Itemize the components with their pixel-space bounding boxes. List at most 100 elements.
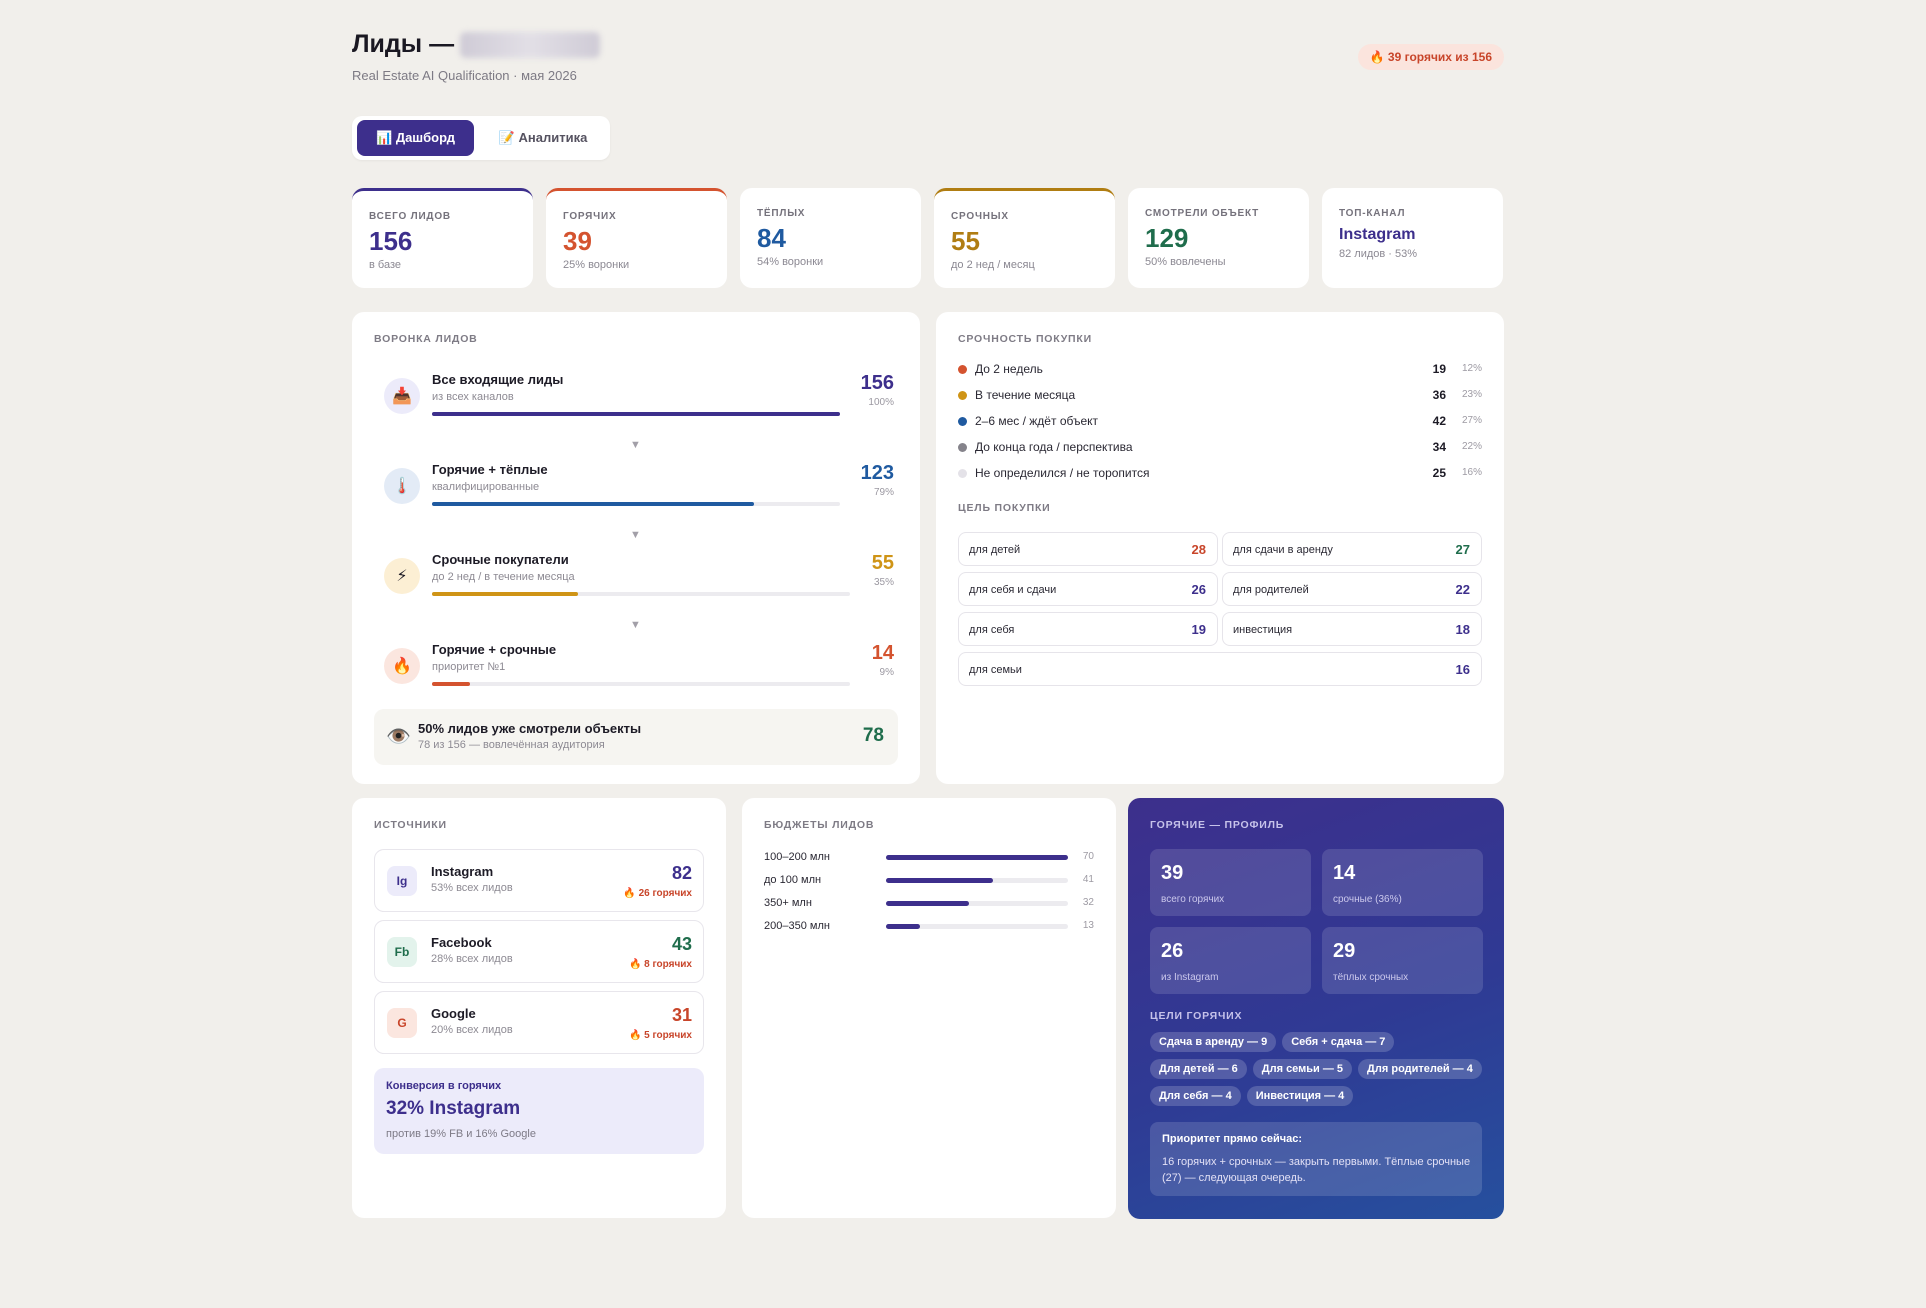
urgency-row: 2–6 мес / ждёт объект 42 27% xyxy=(958,412,1482,432)
hot-goal-chip: Для родителей — 4 xyxy=(1358,1059,1482,1079)
urgency-dot xyxy=(958,469,967,478)
kpi-value: 39 xyxy=(563,226,592,256)
source-value: 82 xyxy=(671,863,692,883)
urgency-label: Не определился / не торопится xyxy=(975,466,1150,480)
kpi-card: ТЁПЛЫХ 84 54% воронки xyxy=(740,188,921,288)
kpi-label: ГОРЯЧИХ xyxy=(563,211,617,222)
funnel-step-title: Горячие + тёплые xyxy=(432,462,548,477)
source-sub: 28% всех лидов xyxy=(431,953,513,965)
hot-stat-value: 29 xyxy=(1333,940,1356,962)
kpi-sub: 82 лидов · 53% xyxy=(1339,247,1418,260)
goal-item: для родителей 22 xyxy=(1222,572,1482,606)
urgency-pct: 27% xyxy=(1461,415,1482,426)
urgency-row: В течение месяца 36 23% xyxy=(958,386,1482,406)
hot-stat-label: срочные (36%) xyxy=(1333,894,1402,905)
source-sub: 53% всех лидов xyxy=(431,882,513,894)
funnel-step-bar xyxy=(432,502,840,506)
urgency-label: В течение месяца xyxy=(975,388,1076,402)
funnel-arrow: ▼ xyxy=(630,529,641,541)
goal-value: 19 xyxy=(1191,622,1206,637)
kpi-label: ТЁПЛЫХ xyxy=(757,208,806,219)
hot-goal-chip: Для себя — 4 xyxy=(1150,1086,1241,1106)
conversion-value: 32% Instagram xyxy=(386,1098,521,1119)
urgency-pct: 22% xyxy=(1461,441,1482,452)
funnel-step-title: Горячие + срочные xyxy=(432,642,557,657)
hot-stat-label: из Instagram xyxy=(1161,972,1219,983)
goal-label: для родителей xyxy=(1233,584,1309,596)
funnel-step-sub: приоритет №1 xyxy=(432,661,506,673)
funnel-step-value: 14 xyxy=(871,642,894,664)
priority-title: Приоритет прямо сейчас: xyxy=(1162,1133,1303,1145)
urgency-value: 34 xyxy=(1432,440,1446,454)
budget-label: до 100 млн xyxy=(764,874,822,886)
tab-analytics[interactable]: 📝 Аналитика xyxy=(498,130,588,145)
funnel-step-value: 55 xyxy=(871,552,894,574)
budget-value: 70 xyxy=(1082,851,1094,862)
urgency-dot xyxy=(958,417,967,426)
kpi-value: 129 xyxy=(1145,223,1189,253)
kpi-label: СМОТРЕЛИ ОБЪЕКТ xyxy=(1145,208,1260,219)
purchase-urgency-card: СРОЧНОСТЬ ПОКУПКИ До 2 недель 19 12% В тече… xyxy=(936,312,1504,784)
urgency-value: 19 xyxy=(1432,362,1446,376)
tab-dashboard[interactable]: 📊 Дашборд xyxy=(357,120,474,156)
kpi-value: 84 xyxy=(757,223,786,253)
funnel-step-bar-fill xyxy=(432,592,579,596)
urgency-pct: 16% xyxy=(1461,467,1482,478)
budget-value: 41 xyxy=(1082,874,1094,885)
funnel-step-pct: 35% xyxy=(873,577,894,588)
hot-profile-label: ГОРЯЧИЕ — ПРОФИЛЬ xyxy=(1150,819,1285,831)
eye-icon: 👁️ xyxy=(386,726,411,748)
kpi-value: Instagram xyxy=(1339,226,1416,243)
kpi-sub: 50% вовлечены xyxy=(1145,256,1226,269)
hot-goal-chip: Для семьи — 5 xyxy=(1252,1059,1353,1079)
kpi-card: ВСЕГО ЛИДОВ 156 в базе xyxy=(352,188,533,288)
urgency-label: СРОЧНОСТЬ ПОКУПКИ xyxy=(958,333,1092,345)
redacted-agency-name xyxy=(460,31,601,58)
urgency-dot xyxy=(958,365,967,374)
source-name: Instagram xyxy=(431,864,494,879)
funnel-step-icon: 🔥 xyxy=(384,648,420,684)
page-title-text: Лиды — xyxy=(352,30,455,58)
source-row: G Google 20% всех лидов 31 🔥 5 горячих xyxy=(374,991,704,1054)
goal-item: инвестиция 18 xyxy=(1222,612,1482,646)
hot-goal-chip: Сдача в аренду — 9 xyxy=(1150,1032,1277,1052)
urgency-label: До конца года / перспектива xyxy=(975,440,1133,454)
budget-label: 100–200 млн xyxy=(764,851,830,863)
budget-bar xyxy=(886,855,1068,860)
urgency-dot xyxy=(958,391,967,400)
priority-text: 16 горячих + срочных — закрыть первыми. … xyxy=(1162,1156,1471,1184)
budget-row: 100–200 млн 70 xyxy=(764,849,1094,867)
hot-stat-value: 39 xyxy=(1161,862,1184,884)
kpi-label: ТОП-КАНАЛ xyxy=(1339,208,1406,219)
urgency-value: 42 xyxy=(1432,414,1446,428)
hot-goal-chip: Инвестиция — 4 xyxy=(1246,1086,1354,1106)
goal-value: 16 xyxy=(1455,662,1470,677)
hot-goals-label: ЦЕЛИ ГОРЯЧИХ xyxy=(1150,1010,1243,1022)
urgency-row: Не определился / не торопится 25 16% xyxy=(958,464,1482,484)
budget-bar-fill xyxy=(886,878,993,883)
hot-goal-chip: Для детей — 6 xyxy=(1150,1059,1247,1079)
budget-bar-fill xyxy=(886,855,1068,860)
kpi-card: ТОП-КАНАЛ Instagram 82 лидов · 53% xyxy=(1322,188,1503,288)
urgency-pct: 23% xyxy=(1461,389,1482,400)
source-value: 31 xyxy=(671,1005,692,1025)
budgets-label: БЮДЖЕТЫ ЛИДОВ xyxy=(764,819,875,831)
kpi-card: ГОРЯЧИХ 39 25% воронки xyxy=(546,188,727,288)
funnel-step-sub: из всех каналов xyxy=(432,391,514,403)
budget-label: 200–350 млн xyxy=(764,920,830,932)
budget-value: 32 xyxy=(1082,897,1094,908)
urgency-label: До 2 недель xyxy=(975,362,1043,376)
goal-value: 27 xyxy=(1455,542,1470,557)
viewed-objects-banner: 👁️ 50% лидов уже смотрели объекты 78 из … xyxy=(374,709,898,765)
funnel-arrow: ▼ xyxy=(630,619,641,631)
goal-label: для детей xyxy=(969,544,1021,556)
source-icon: G xyxy=(387,1008,417,1038)
view-tabs: 📊 Дашборд 📝 Аналитика xyxy=(352,116,610,160)
source-hot-count: 🔥 26 горячих xyxy=(623,888,692,899)
funnel-step-pct: 9% xyxy=(879,667,894,678)
goal-value: 22 xyxy=(1455,582,1470,597)
funnel-step-icon: 🌡️ xyxy=(384,468,420,504)
kpi-label: ВСЕГО ЛИДОВ xyxy=(369,211,451,222)
budget-row: до 100 млн 41 xyxy=(764,872,1094,890)
sources-card: ИСТОЧНИКИ Ig Instagram 53% всех лидов 82 🔥 2… xyxy=(352,798,726,1218)
